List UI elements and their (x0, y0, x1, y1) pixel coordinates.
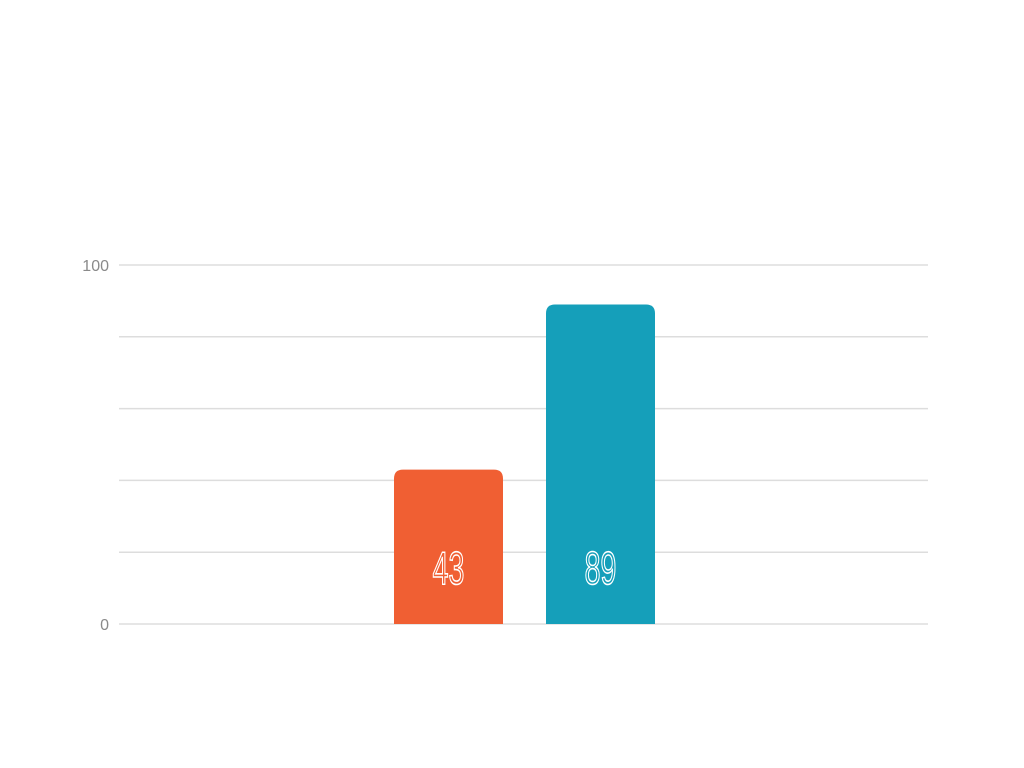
bar (394, 469, 503, 624)
data-label: 89 (585, 543, 617, 595)
y-tick-label: 100 (82, 258, 109, 275)
bar (546, 304, 655, 624)
data-label: 43 (433, 543, 465, 595)
y-tick-label: 0 (100, 617, 109, 634)
